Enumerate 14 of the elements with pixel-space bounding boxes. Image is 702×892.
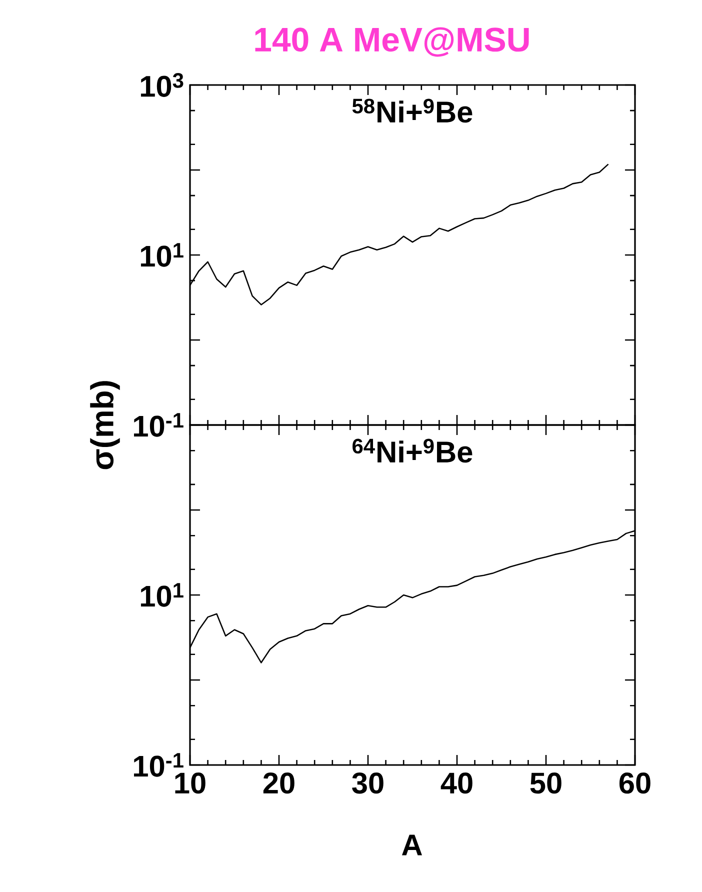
chart-title: 140 A MeV@MSU [255, 27, 529, 57]
x-tick-label: 40 [440, 772, 472, 794]
x-tick-label: 30 [352, 772, 384, 794]
y-tick-label: 10$^{-1}$ [134, 413, 184, 437]
y-tick-label: 10$^{3}$ [140, 73, 184, 97]
y-tick-label: 10$^{1}$ [140, 583, 184, 607]
annotation: $^{58}$Ni+$^{9}$Be [352, 98, 472, 123]
y-axis-title: σ(mb) [90, 381, 120, 470]
x-tick-label: 50 [530, 772, 562, 794]
annotation: $^{64}$Ni+$^{9}$Be [352, 438, 472, 463]
x-tick-label: 20 [263, 772, 294, 794]
x-tick-label: 60 [619, 772, 650, 794]
x-axis-title: A [402, 834, 422, 856]
y-tick-label: 10$^{1}$ [140, 243, 184, 267]
